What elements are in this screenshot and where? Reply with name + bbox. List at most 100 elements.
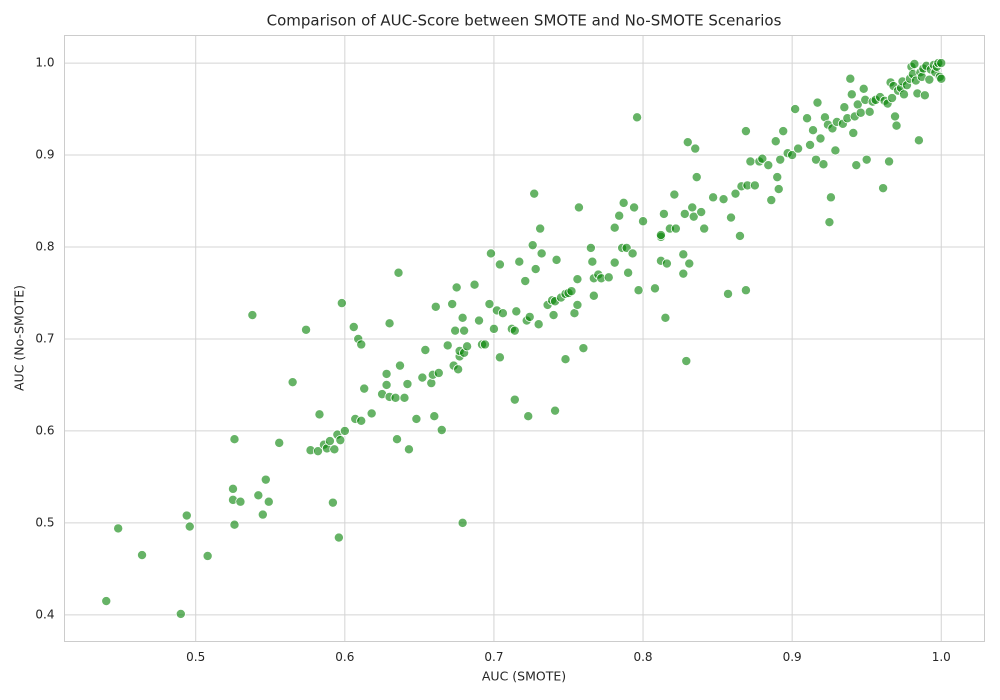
- y-tick-label: 1.0: [35, 56, 54, 70]
- point: [848, 127, 859, 138]
- point: [699, 223, 710, 234]
- point: [687, 202, 698, 213]
- point: [550, 405, 561, 416]
- point: [257, 509, 268, 520]
- point: [184, 521, 195, 532]
- point: [588, 290, 599, 301]
- x-axis-label: AUC (SMOTE): [482, 669, 566, 684]
- point: [718, 194, 729, 205]
- point: [787, 150, 798, 161]
- point: [520, 276, 531, 287]
- point: [884, 156, 895, 167]
- point: [474, 315, 485, 326]
- x-tick-label: 0.5: [186, 650, 205, 664]
- point: [572, 299, 583, 310]
- point: [891, 120, 902, 131]
- point: [618, 197, 629, 208]
- point: [669, 189, 680, 200]
- point: [811, 154, 822, 165]
- point: [548, 310, 559, 321]
- point: [661, 258, 672, 269]
- point: [670, 223, 681, 234]
- point: [649, 283, 660, 294]
- point: [247, 310, 258, 321]
- y-tick-label: 0.8: [35, 240, 54, 254]
- point: [527, 240, 538, 251]
- point: [909, 59, 920, 70]
- point: [864, 106, 875, 117]
- x-tick-label: 1.0: [932, 650, 951, 664]
- point: [790, 104, 801, 115]
- point: [632, 112, 643, 123]
- point: [393, 267, 404, 278]
- point: [808, 125, 819, 136]
- point: [447, 299, 458, 310]
- point: [462, 341, 473, 352]
- point: [394, 360, 405, 371]
- point: [708, 192, 719, 203]
- y-tick-label: 0.7: [35, 331, 54, 345]
- point: [356, 415, 367, 426]
- point: [812, 97, 823, 108]
- point: [682, 137, 693, 148]
- y-tick-label: 0.9: [35, 148, 54, 162]
- point: [514, 256, 525, 267]
- point: [572, 274, 583, 285]
- point: [690, 143, 701, 154]
- point: [113, 523, 124, 534]
- point: [429, 411, 440, 422]
- point: [227, 483, 238, 494]
- point: [327, 497, 338, 508]
- y-tick-label: 0.6: [35, 423, 54, 437]
- point: [509, 325, 520, 336]
- point: [430, 301, 441, 312]
- point: [359, 383, 370, 394]
- point: [417, 372, 428, 383]
- point: [858, 83, 869, 94]
- point: [442, 340, 453, 351]
- point: [181, 510, 192, 521]
- point: [587, 256, 598, 267]
- point: [887, 93, 898, 104]
- x-tick-label: 0.9: [783, 650, 802, 664]
- point: [745, 156, 756, 167]
- point: [633, 285, 644, 296]
- point: [494, 259, 505, 270]
- point: [101, 596, 112, 607]
- point: [333, 532, 344, 543]
- point: [913, 135, 924, 146]
- point: [175, 608, 186, 619]
- point: [479, 339, 490, 350]
- point: [381, 368, 392, 379]
- point: [403, 444, 414, 455]
- point: [623, 267, 634, 278]
- point: [757, 153, 768, 164]
- y-tick-label: 0.4: [35, 607, 54, 621]
- point: [772, 172, 783, 183]
- point: [137, 550, 148, 561]
- point: [775, 154, 786, 165]
- point: [573, 202, 584, 213]
- x-tick-label: 0.7: [484, 650, 503, 664]
- point: [609, 222, 620, 233]
- point: [287, 377, 298, 388]
- point: [845, 73, 856, 84]
- point: [684, 258, 695, 269]
- point: [420, 344, 431, 355]
- point: [511, 306, 522, 317]
- point: [569, 308, 580, 319]
- chart-title: Comparison of AUC-Score between SMOTE an…: [267, 12, 782, 30]
- point: [494, 352, 505, 363]
- point: [260, 474, 271, 485]
- point: [484, 299, 495, 310]
- point: [890, 111, 901, 122]
- point: [485, 248, 496, 259]
- point: [578, 343, 589, 354]
- point: [629, 202, 640, 213]
- point: [825, 192, 836, 203]
- point: [638, 216, 649, 227]
- point: [749, 180, 760, 191]
- point: [509, 394, 520, 405]
- point: [453, 364, 464, 375]
